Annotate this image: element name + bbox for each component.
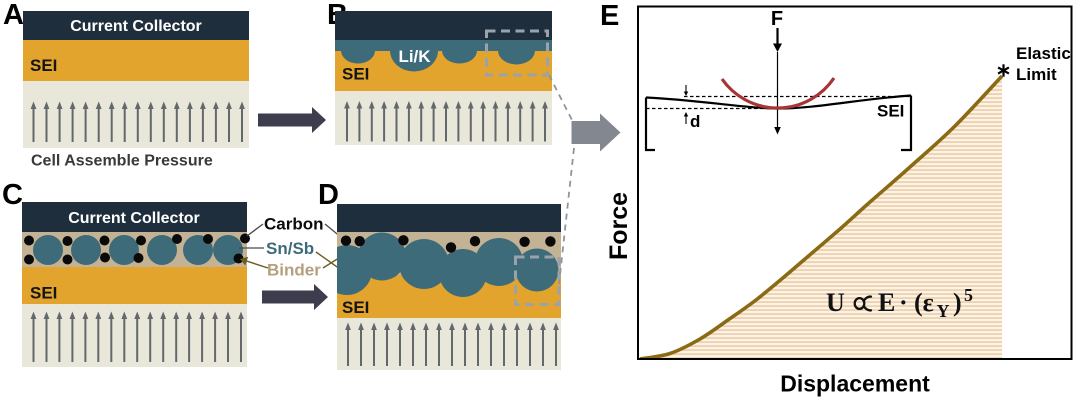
svg-text:SEI: SEI <box>342 298 369 317</box>
svg-text:Li/K: Li/K <box>398 47 431 66</box>
svg-text:Displacement: Displacement <box>780 371 930 397</box>
svg-text:Carbon: Carbon <box>264 215 324 234</box>
svg-text:SEI: SEI <box>30 284 57 303</box>
svg-text:Binder: Binder <box>267 261 321 280</box>
svg-text:SEI: SEI <box>342 65 369 84</box>
svg-text:Cell Assemble Pressure: Cell Assemble Pressure <box>31 153 213 170</box>
svg-text:Force: Force <box>605 192 633 260</box>
svg-text:E: E <box>600 0 619 32</box>
svg-text:F: F <box>771 8 783 30</box>
svg-text:C: C <box>2 179 23 211</box>
svg-text:d: d <box>690 112 700 131</box>
svg-text:Current Collector: Current Collector <box>70 18 202 35</box>
svg-text:SEI: SEI <box>877 102 904 121</box>
svg-text:Current Collector: Current Collector <box>68 210 200 227</box>
svg-text:D: D <box>318 179 339 211</box>
svg-text:Limit: Limit <box>1016 65 1057 84</box>
svg-text:SEI: SEI <box>30 56 57 75</box>
svg-text:Sn/Sb: Sn/Sb <box>266 239 314 258</box>
svg-text:UE·(εY)5: U E · (ε Y) 5 <box>826 285 973 321</box>
svg-text:A: A <box>3 0 24 31</box>
svg-text:Elastic: Elastic <box>1016 44 1071 63</box>
